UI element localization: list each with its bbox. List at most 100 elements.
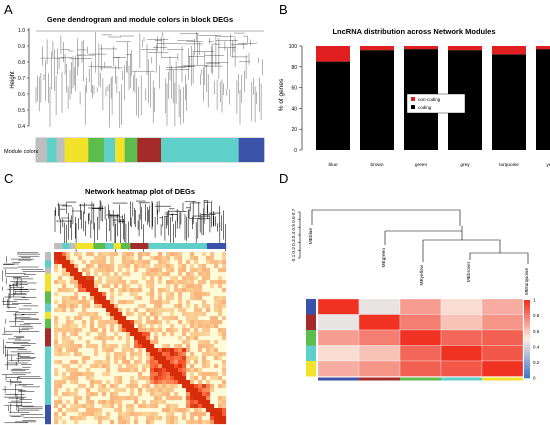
panel-d-heatmap-cell (481, 360, 524, 377)
panel-d-colorbar-step (524, 320, 530, 324)
panel-c-left-strip-segment (45, 291, 51, 304)
panel-c-heatmap-cell (158, 376, 163, 381)
panel-c-heatmap-cell (194, 312, 199, 317)
panel-c-heatmap-cell (62, 380, 67, 385)
panel-c-heatmap-cell (58, 416, 63, 421)
panel-c-heatmap-cell (206, 304, 211, 309)
panel-c-heatmap-cell (62, 328, 67, 333)
panel-c-heatmap-cell (98, 360, 103, 365)
panel-c-heatmap-cell (214, 376, 219, 381)
panel-c-heatmap-cell (150, 288, 155, 293)
panel-c-heatmap-cell (118, 368, 123, 373)
panel-c-heatmap-cell (98, 412, 103, 417)
panel-c-heatmap-cell (126, 272, 131, 277)
panel-c-heatmap-cell (178, 348, 183, 353)
panel-c-heatmap-cell (66, 260, 71, 265)
panel-c-heatmap-cell (62, 332, 67, 337)
panel-c-heatmap-cell (154, 308, 159, 313)
panel-c-heatmap-cell (98, 388, 103, 393)
panel-c-heatmap-cell (102, 340, 107, 345)
panel-c-heatmap-cell (146, 388, 151, 393)
panel-c-top-strip-segment (93, 243, 106, 249)
panel-c-heatmap-cell (150, 284, 155, 289)
panel-c-heatmap-cell (118, 316, 123, 321)
panel-c-heatmap-cell (122, 256, 127, 261)
panel-c-heatmap-cell (78, 288, 83, 293)
panel-c-heatmap-cell (118, 412, 123, 417)
panel-c-heatmap-cell (170, 276, 175, 281)
panel-c-heatmap-cell (98, 316, 103, 321)
panel-c-heatmap-cell (114, 344, 119, 349)
panel-c-heatmap-cell (182, 340, 187, 345)
panel-c-heatmap-cell (206, 256, 211, 261)
panel-c-heatmap-cell (166, 404, 171, 409)
panel-c-heatmap-cell (110, 336, 115, 341)
panel-d-colorbar-step (524, 310, 530, 314)
panel-c-heatmap-cell (110, 344, 115, 349)
panel-c-heatmap-cell (74, 324, 79, 329)
panel-c-heatmap-cell (102, 392, 107, 397)
panel-c-heatmap-cell (170, 396, 175, 401)
panel-c-heatmap-cell (98, 264, 103, 269)
panel-c-heatmap-cell (118, 416, 123, 421)
panel-d-heatmap-cell (358, 360, 401, 377)
panel-c-heatmap-cell (102, 400, 107, 405)
panel-c-heatmap-cell (162, 316, 167, 321)
panel-c-heatmap-cell (182, 288, 187, 293)
panel-d-heatmap-cell (317, 298, 360, 315)
panel-c-heatmap-cell (186, 328, 191, 333)
panel-d-colorbar-step (524, 305, 530, 309)
panel-d-colorbar-step (524, 331, 530, 335)
panel-c-heatmap-cell (74, 292, 79, 297)
panel-c-heatmap-cell (54, 292, 59, 297)
panel-c-heatmap-cell (58, 288, 63, 293)
panel-c-heatmap-cell (134, 412, 139, 417)
panel-c-heatmap-cell (158, 416, 163, 421)
panel-a-y-tick-label: 0.8 (18, 60, 25, 66)
panel-c-heatmap-cell (174, 380, 179, 385)
panel-c-heatmap-cell (142, 400, 147, 405)
panel-c-heatmap-cell (162, 408, 167, 413)
panel-c-heatmap-cell (170, 324, 175, 329)
panel-c-heatmap-cell (134, 288, 139, 293)
panel-c-heatmap-cell (66, 300, 71, 305)
panel-c-heatmap-cell (54, 256, 59, 261)
panel-c-heatmap-cell (78, 344, 83, 349)
panel-c-heatmap-cell (218, 320, 223, 325)
panel-c-heatmap-cell (154, 404, 159, 409)
panel-c-heatmap-cell (198, 312, 203, 317)
panel-c-heatmap-cell (70, 276, 75, 281)
panel-c-heatmap-cell (138, 352, 143, 357)
panel-c-heatmap-cell (126, 412, 131, 417)
panel-c-heatmap-cell (122, 412, 127, 417)
panel-c-heatmap-cell (198, 388, 203, 393)
panel-c-heatmap-cell (86, 276, 91, 281)
panel-b-x-tick-label: yellow (546, 162, 550, 168)
panel-c-heatmap-cell (158, 324, 163, 329)
panel-c-heatmap-cell (62, 260, 67, 265)
panel-c-heatmap-cell (114, 332, 119, 337)
panel-c-heatmap-cell (206, 420, 211, 425)
panel-c-heatmap-cell (198, 420, 203, 425)
panel-d-leaf-label: MEyellow (419, 264, 425, 285)
panel-d-column-color-strip (318, 377, 523, 381)
panel-c-heatmap-cell (94, 272, 99, 277)
panel-a-y-ticks: 0.4 0.5 0.6 0.7 0.8 0.9 1.0 (18, 28, 29, 130)
panel-c-heatmap-cell (110, 420, 115, 425)
panel-c-heatmap-cell (162, 288, 167, 293)
panel-c-heatmap-cell (178, 376, 183, 381)
panel-c-heatmap-cell (102, 300, 107, 305)
panel-c-heatmap-cell (150, 268, 155, 273)
panel-c-heatmap-cell (110, 256, 115, 261)
panel-c-heatmap-cell (78, 412, 83, 417)
panel-c-heatmap-cell (214, 356, 219, 361)
panel-c-heatmap-cell (186, 336, 191, 341)
panel-c-heatmap-cell (162, 256, 167, 261)
panel-c-heatmap-cell (206, 408, 211, 413)
panel-c-heatmap-cell (206, 388, 211, 393)
panel-c-heatmap-cell (190, 256, 195, 261)
panel-c-heatmap-cell (170, 308, 175, 313)
panel-d-column-strip-segment (482, 377, 523, 381)
panel-c-heatmap-cell (102, 348, 107, 353)
panel-c-heatmap-cell (190, 336, 195, 341)
